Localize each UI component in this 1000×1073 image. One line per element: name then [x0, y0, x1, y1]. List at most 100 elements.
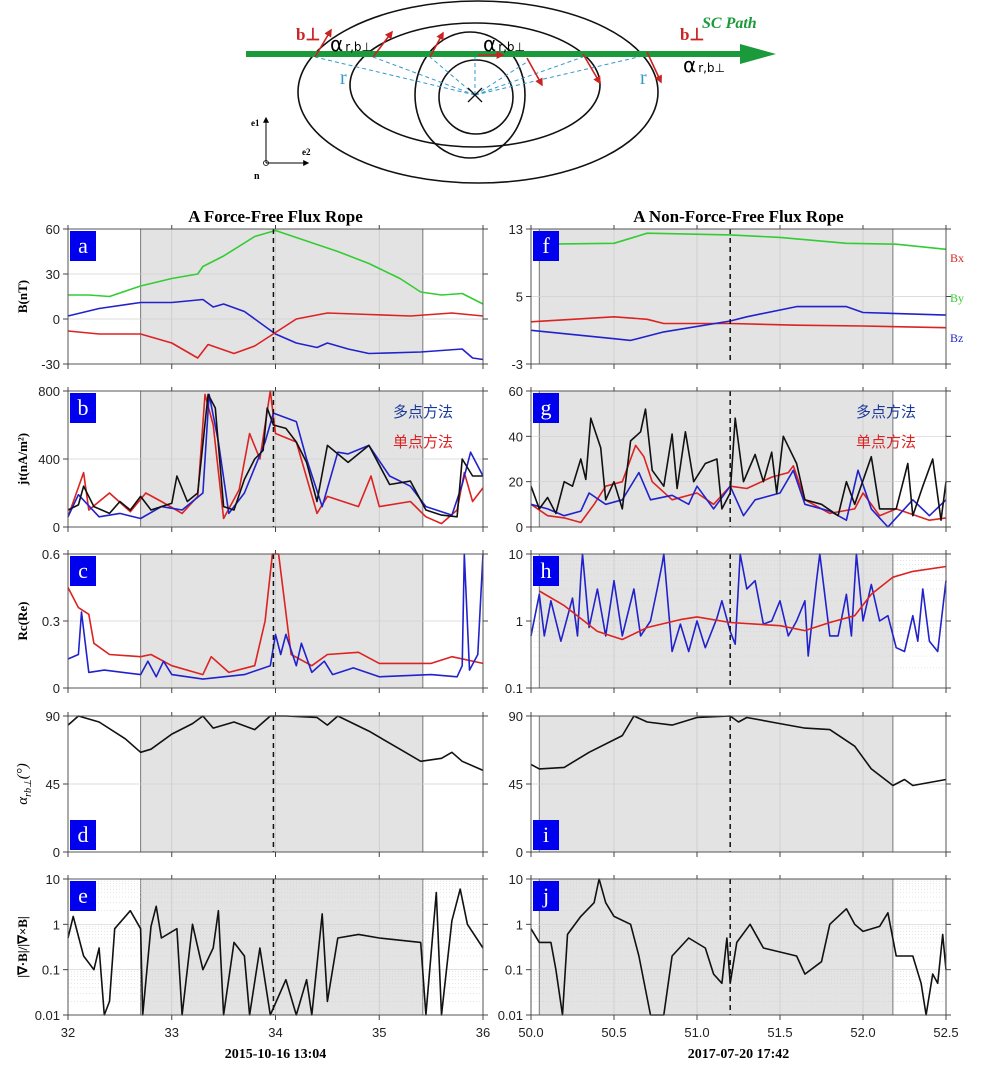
y-tick-label: 10 [509, 872, 523, 887]
legend-label: 多点方法 [393, 403, 453, 421]
y-tick-label: 0.6 [42, 547, 60, 562]
series-line [67, 553, 484, 676]
series-line [67, 553, 484, 680]
panel-letter: i [543, 822, 549, 847]
panel-letter: c [78, 558, 88, 583]
panel-letter-box [533, 556, 559, 586]
y-tick-label: 0 [53, 312, 60, 327]
series-line [539, 232, 947, 251]
shaded-interval [538, 878, 894, 1016]
x-tick-label: 50.0 [518, 1025, 543, 1040]
y-tick-label: 30 [46, 267, 60, 282]
panel-f: 13 5 -3 f Bx By Bz [509, 222, 964, 372]
y-tick-label: 60 [46, 222, 60, 237]
series-line [67, 715, 484, 772]
series-line [67, 888, 484, 1016]
y-axis-label-main: jt(nA/m²) [15, 433, 30, 486]
y-tick-label: 0.1 [505, 681, 523, 696]
series-line [67, 312, 484, 359]
series-line [530, 553, 947, 657]
x-tick-label: 52.0 [850, 1025, 875, 1040]
flux-surface-3 [414, 31, 526, 159]
y-axis-label-main: |∇·B|/|∇×B| [15, 916, 30, 978]
time-series-panels: A Force-Free Flux Rope 2015-10-16 13:04 A … [15, 207, 964, 1062]
y-tick-label: 90 [46, 709, 60, 724]
panel-letter: f [542, 233, 550, 258]
legend-label: 单点方法 [393, 433, 453, 451]
flux-surface-inner [438, 59, 514, 135]
panel-a: 60 30 0 -30 a B(nT) [15, 222, 488, 372]
y-tick-label: -3 [511, 357, 523, 372]
r-label-left: r [340, 67, 347, 89]
series-line [67, 393, 483, 518]
legend-label: Bx [950, 251, 964, 265]
x-axis-label: 2017-07-20 17:42 [688, 1047, 790, 1062]
y-tick-label: 60 [509, 384, 523, 399]
x-tick-label: 33 [165, 1025, 179, 1040]
y-tick-label: 45 [46, 777, 60, 792]
series-line [67, 298, 484, 361]
y-axis-label-main: B(nT) [15, 280, 30, 313]
y-axis-label: B(nT) [15, 280, 30, 313]
x-tick-label: 51.5 [767, 1025, 792, 1040]
flux-rope-diagram: b⊥ b⊥ SC Path α r,b⊥ α r,b⊥ α r,b⊥ r r e1 e… [246, 0, 776, 184]
y-tick-label: 0.1 [42, 963, 60, 978]
y-tick-label: 400 [38, 452, 60, 467]
y-tick-label: 40 [509, 429, 523, 444]
panel-letter: j [542, 883, 549, 908]
x-tick-label: 50.5 [601, 1025, 626, 1040]
y-tick-label: 0.01 [35, 1008, 60, 1023]
panel-d: 90 45 0 d αrb⊥(°) [15, 709, 488, 860]
center-x-marker [467, 87, 483, 103]
y-tick-label: 0 [516, 520, 523, 535]
y-tick-label: 1 [516, 917, 523, 932]
alpha-label-center: α r,b⊥ [483, 32, 525, 56]
plot-frame [530, 878, 947, 1016]
y-tick-label: 20 [509, 475, 523, 490]
panel-letter-box [533, 231, 559, 261]
panel-letter-box [70, 393, 96, 423]
y-tick-label: 13 [509, 222, 523, 237]
y-axis-label: |∇·B|/|∇×B| [15, 916, 30, 978]
y-tick-label: 5 [516, 290, 523, 305]
axis-e2-label: e2 [302, 147, 311, 157]
y-tick-label: 0.3 [42, 614, 60, 629]
y-tick-label: 800 [38, 384, 60, 399]
legend-label: 多点方法 [856, 403, 916, 421]
x-tick-label: 35 [372, 1025, 386, 1040]
alpha-label-right: α r,b⊥ [683, 53, 725, 77]
panel-letter-box [70, 556, 96, 586]
radius-lines [314, 54, 648, 96]
panel-letter: a [78, 233, 88, 258]
axis-e1-label: e1 [251, 118, 260, 128]
column-title: A Non-Force-Free Flux Rope [633, 207, 844, 226]
sc-path-arrowhead [740, 44, 776, 64]
panel-letter: h [541, 558, 552, 583]
panel-letter: b [78, 395, 89, 420]
flux-surface-outer [297, 0, 659, 184]
legend-label: Bz [950, 331, 963, 345]
b-perp-label-right: b⊥ [680, 25, 704, 44]
y-axis-label-sub: rb⊥ [23, 779, 34, 797]
panel-letter-box [533, 820, 559, 850]
panel-letter-box [70, 231, 96, 261]
series-line [538, 565, 947, 641]
panel-letter-box [533, 393, 559, 423]
panel-h: 10 1 0.1 h [505, 547, 951, 696]
y-tick-label: 0 [516, 845, 523, 860]
y-axis-label-main: α [15, 796, 31, 805]
sc-path-label: SC Path [702, 15, 757, 32]
flux-surface-2 [349, 22, 601, 148]
axis-n-symbol [263, 160, 269, 166]
series-line [530, 444, 947, 524]
x-tick-label: 36 [476, 1025, 490, 1040]
series-line [530, 316, 947, 329]
alpha-label-left: α r,b⊥ [330, 32, 372, 56]
plot-frame [530, 390, 947, 528]
b-perp-label-left: b⊥ [296, 25, 320, 44]
y-tick-label: 1 [516, 614, 523, 629]
panel-letter: e [78, 883, 88, 908]
y-tick-label: 0.1 [505, 963, 523, 978]
